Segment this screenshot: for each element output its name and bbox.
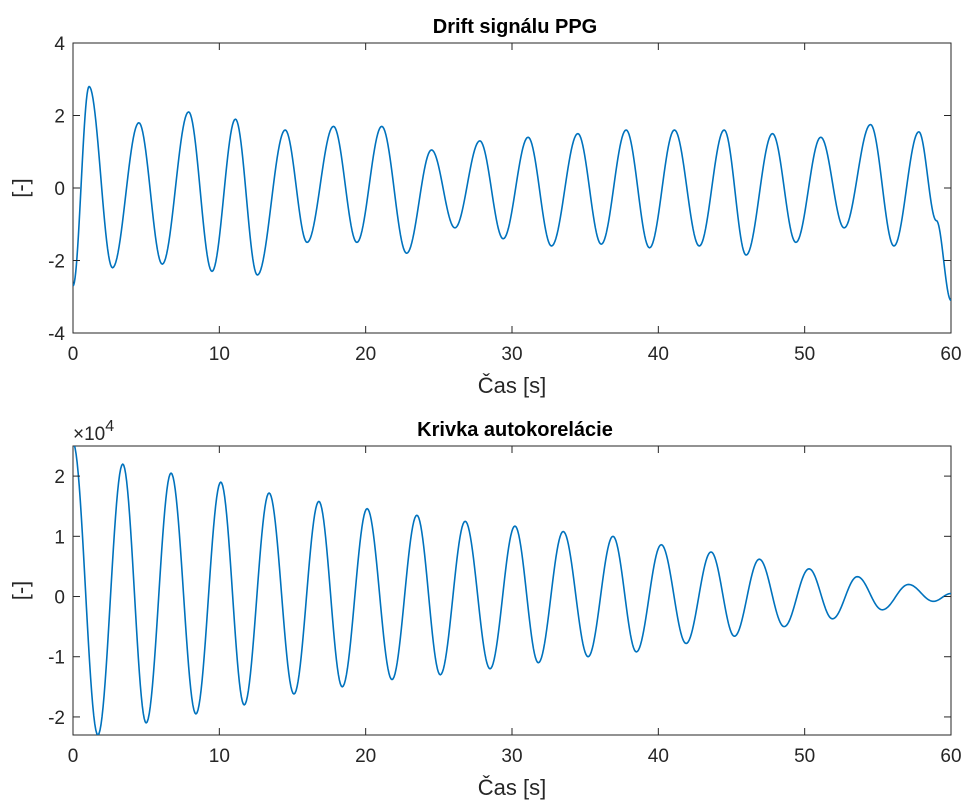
x-tick-label: 0 [68,344,79,365]
y-tick-label: 1 [54,527,65,548]
y-tick-label: -1 [48,648,65,669]
x-axis-label: Čas [s] [478,373,546,398]
chart-title: Drift signálu PPG [433,16,597,38]
y-tick-label: -2 [48,252,65,273]
x-tick-label: 40 [648,344,669,365]
y-tick-label: 4 [54,34,65,55]
x-tick-label: 20 [355,746,376,767]
x-tick-label: 30 [501,344,522,365]
y-tick-label: 0 [54,588,65,609]
y-axis-label: [-] [8,178,33,198]
series-line [73,85,951,302]
series-line [73,446,951,735]
y-tick-label: 2 [54,107,65,128]
chart-panel-2: 0 10 20 30 40 50 60 -2 -1 0 1 2 Krivka autokorelácie… [8,418,962,800]
x-tick-label: 20 [355,344,376,365]
x-tick-label: 50 [794,344,815,365]
x-tick-label: 40 [648,746,669,767]
x-tick-label: 60 [940,344,961,365]
y-tick-label: -4 [48,324,65,345]
y-tick-label: 2 [54,467,65,488]
y-tick-label: 0 [54,179,65,200]
y-axis-label: [-] [8,581,33,601]
y-axis-multiplier: ×104 [73,418,114,445]
x-tick-label: 30 [501,746,522,767]
x-axis-label: Čas [s] [478,775,546,800]
x-tick-label: 60 [940,746,961,767]
axes-frame [72,42,952,334]
x-tick-label: 10 [209,344,230,365]
chart-title: Krivka autokorelácie [417,419,613,441]
y-tick-label: -2 [48,708,65,729]
x-tick-label: 0 [68,746,79,767]
x-tick-label: 50 [794,746,815,767]
chart-panel-1: 0 10 20 30 40 50 60 -4 -2 0 2 4 Drift signálu PPG Čas… [8,16,962,398]
x-tick-label: 10 [209,746,230,767]
